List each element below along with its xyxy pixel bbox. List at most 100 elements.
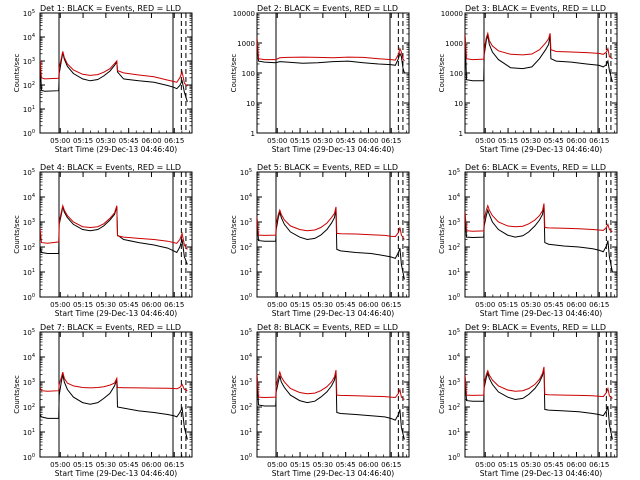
y-tick-label: 104 (240, 353, 252, 362)
y-tick-label: 101 (448, 268, 460, 277)
y-tick-label: 101 (23, 428, 35, 437)
x-tick-label: 06:00 (358, 461, 378, 469)
y-tick-label: 104 (448, 193, 460, 202)
x-tick-label: 05:15 (498, 301, 518, 309)
y-tick-label: 104 (240, 193, 252, 202)
x-tick-label: 05:45 (119, 137, 139, 145)
y-tick-label: 10000 (441, 10, 463, 18)
x-axis-label: Start Time (29-Dec-13 04:46:40) (480, 309, 602, 318)
x-tick-label: 05:30 (96, 137, 116, 145)
plot-title: Det 5: BLACK = Events, RED = LLD (257, 163, 398, 172)
plot-title: Det 2: BLACK = Events, RED = LLD (257, 4, 398, 13)
y-tick-label: 104 (23, 353, 35, 362)
y-tick-label: 101 (23, 105, 35, 114)
x-tick-label: 06:00 (358, 137, 378, 145)
plot-frame (39, 331, 193, 458)
x-tick-label: 06:15 (381, 461, 401, 469)
y-tick-label: 102 (240, 403, 252, 412)
y-tick-label: 1 (459, 130, 463, 138)
series-line-events (40, 374, 188, 440)
y-tick-label: 103 (23, 378, 35, 387)
x-tick-label: 06:15 (164, 301, 184, 309)
series-line-lld (257, 206, 405, 240)
y-tick-label: 103 (240, 378, 252, 387)
x-tick-label: 05:15 (73, 461, 93, 469)
plot-frame (464, 12, 618, 134)
series-line-lld (40, 203, 188, 250)
y-axis-label: Counts/sec (13, 54, 21, 93)
x-tick-label: 05:30 (313, 461, 333, 469)
plot-title: Det 9: BLACK = Events, RED = LLD (465, 323, 606, 332)
y-tick-label: 100 (240, 453, 252, 462)
y-tick-label: 1000 (445, 40, 463, 48)
x-tick-label: 05:15 (498, 461, 518, 469)
x-tick-label: 06:00 (141, 461, 161, 469)
y-tick-label: 100 (450, 70, 463, 78)
x-tick-label: 05:30 (521, 137, 541, 145)
x-axis-label: Start Time (29-Dec-13 04:46:40) (480, 469, 602, 478)
series-line-events (40, 52, 188, 102)
y-tick-label: 104 (448, 353, 460, 362)
y-tick-label: 103 (448, 218, 460, 227)
x-tick-label: 05:30 (521, 461, 541, 469)
y-axis-label: Counts/sec (13, 375, 21, 414)
x-tick-label: 05:45 (336, 301, 356, 309)
y-tick-label: 100 (448, 453, 460, 462)
series-line-events (465, 368, 613, 440)
x-tick-label: 05:30 (96, 461, 116, 469)
y-tick-label: 1 (251, 130, 255, 138)
plot-frame (256, 331, 410, 458)
series-line-events (257, 37, 405, 74)
x-tick-label: 06:00 (141, 301, 161, 309)
x-axis-label: Start Time (29-Dec-13 04:46:40) (55, 309, 177, 318)
x-tick-label: 05:30 (313, 137, 333, 145)
plot-title: Det 8: BLACK = Events, RED = LLD (257, 323, 398, 332)
plot-title: Det 3: BLACK = Events, RED = LLD (465, 4, 606, 13)
x-tick-label: 06:15 (164, 461, 184, 469)
y-axis-label: Counts/sec (13, 215, 21, 254)
plot-title: Det 6: BLACK = Events, RED = LLD (465, 163, 606, 172)
x-axis-label: Start Time (29-Dec-13 04:46:40) (272, 145, 394, 154)
x-tick-label: 05:00 (475, 461, 495, 469)
y-tick-label: 101 (23, 268, 35, 277)
x-tick-label: 05:15 (73, 301, 93, 309)
series-line-lld (257, 37, 405, 62)
x-tick-label: 05:15 (498, 137, 518, 145)
x-axis-label: Start Time (29-Dec-13 04:46:40) (272, 309, 394, 318)
x-tick-label: 06:15 (381, 137, 401, 145)
y-tick-label: 103 (240, 218, 252, 227)
x-axis-label: Start Time (29-Dec-13 04:46:40) (480, 145, 602, 154)
x-tick-label: 05:15 (290, 461, 310, 469)
series-line-lld (465, 366, 613, 399)
x-tick-label: 05:00 (267, 461, 287, 469)
y-tick-label: 101 (448, 428, 460, 437)
y-tick-label: 10 (246, 100, 255, 108)
y-tick-label: 103 (23, 57, 35, 66)
x-tick-label: 05:00 (50, 301, 70, 309)
x-tick-label: 05:00 (267, 301, 287, 309)
y-axis-label: Counts/sec (230, 215, 238, 254)
x-tick-label: 05:15 (73, 137, 93, 145)
y-tick-label: 10000 (233, 10, 255, 18)
x-tick-label: 06:15 (589, 137, 609, 145)
x-tick-label: 05:45 (336, 461, 356, 469)
y-tick-label: 102 (240, 243, 252, 252)
x-tick-label: 05:45 (119, 461, 139, 469)
x-tick-label: 05:45 (544, 301, 564, 309)
y-tick-label: 102 (23, 403, 35, 412)
series-line-lld (40, 51, 188, 87)
detector-panel-2: 1 10 100 1000 10000 05:00 05:15 05:30 05:45 06:00… (230, 4, 410, 154)
series-line-lld (465, 31, 613, 61)
x-tick-label: 05:30 (521, 301, 541, 309)
x-tick-label: 05:30 (96, 301, 116, 309)
y-axis-label: Counts/sec (438, 54, 446, 93)
y-tick-label: 101 (240, 268, 252, 277)
y-tick-label: 100 (448, 293, 460, 302)
plot-frame (464, 331, 618, 458)
x-tick-label: 06:15 (164, 137, 184, 145)
x-tick-label: 06:00 (566, 301, 586, 309)
